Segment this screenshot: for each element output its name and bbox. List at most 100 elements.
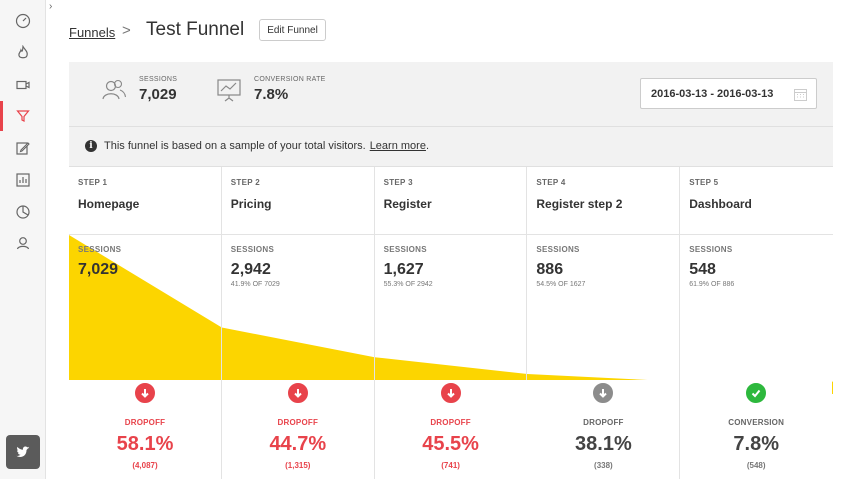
twitter-button[interactable] (6, 435, 40, 469)
step-header[interactable]: STEP 2 Pricing (221, 167, 374, 235)
sessions-count: 2,942 (230, 261, 271, 278)
dropoff-badge[interactable] (285, 381, 310, 405)
sessions-label: SESSIONS (536, 245, 580, 254)
step-name: Dashboard (689, 197, 752, 211)
sample-notice: i This funnel is based on a sample of yo… (85, 140, 429, 152)
arrow-down-icon (294, 389, 302, 398)
dropoff-value: 44.7% (269, 433, 327, 455)
funnel-step-column: STEP 2 Pricing SESSIONS 2,942 41.9% OF 7029 D… (221, 167, 375, 479)
date-range-picker[interactable]: 2016-03-13 - 2016-03-13 (640, 78, 817, 109)
sessions-percent: 41.9% OF 7029 (230, 281, 280, 288)
collapse-chevron-icon[interactable]: › (49, 1, 53, 12)
dropoff-value: 45.5% (422, 433, 479, 455)
date-range-value: 2016-03-13 - 2016-03-13 (651, 87, 774, 100)
step-number: STEP 2 (230, 178, 261, 187)
step-name: Register (383, 197, 432, 211)
sessions-value: 7,029 (139, 86, 177, 103)
sessions-percent: 54.5% OF 1627 (536, 281, 586, 288)
funnel-steps: STEP 1 Homepage SESSIONS 7,029 DROPOFF 58.1% (… (69, 166, 833, 479)
breadcrumb-separator-icon: > (122, 22, 131, 39)
step-name: Homepage (78, 197, 140, 211)
dashboard-icon[interactable] (0, 8, 46, 34)
check-icon (751, 389, 761, 398)
funnel-step-column: STEP 1 Homepage SESSIONS 7,029 DROPOFF 58.1% (… (69, 167, 222, 479)
dropoff-badge[interactable] (591, 381, 616, 405)
sessions-stat: SESSIONS 7,029 (101, 76, 177, 103)
dropoff-value: 7.8% (733, 433, 779, 455)
users-person-icon[interactable] (0, 230, 46, 256)
sessions-count: 886 (536, 261, 564, 278)
arrow-down-icon (141, 389, 149, 398)
sidebar (0, 0, 46, 479)
step-number: STEP 4 (536, 178, 566, 187)
arrow-down-icon (446, 389, 455, 398)
sessions-percent: 55.3% OF 2942 (383, 281, 433, 288)
heatmap-flame-icon[interactable] (0, 40, 46, 66)
step-header[interactable]: STEP 1 Homepage (69, 167, 221, 235)
step-number: STEP 1 (78, 178, 108, 187)
dropoff-count: (548) (746, 461, 766, 470)
calendar-icon (794, 89, 807, 101)
step-name: Register step 2 (536, 197, 623, 211)
dropoff-label: DROPOFF (583, 418, 624, 427)
notice-tail: . (425, 140, 430, 152)
twitter-icon (16, 446, 30, 458)
forms-edit-icon[interactable] (0, 135, 46, 161)
conversion-rate-value: 7.8% (254, 86, 289, 103)
dropoff-badge[interactable] (438, 381, 463, 405)
funnels-filter-icon[interactable] (0, 101, 46, 131)
sessions-count: 7,029 (78, 261, 119, 278)
dropoff-count: (4,087) (132, 461, 158, 470)
divider (69, 126, 833, 127)
users-icon (102, 79, 127, 99)
sessions-label: SESSIONS (139, 76, 178, 83)
dropoff-label: DROPOFF (430, 418, 471, 427)
funnel-area-shape (69, 235, 833, 394)
conversion-rate-label: CONVERSION RATE (254, 76, 326, 83)
arrow-down-icon (599, 389, 608, 398)
dropoff-count: (741) (441, 461, 460, 470)
conversion-stat: CONVERSION RATE 7.8% (216, 76, 326, 103)
dropoff-label: DROPOFF (124, 418, 166, 427)
recordings-camera-icon[interactable] (0, 72, 46, 98)
analytics-chart-icon[interactable] (0, 167, 46, 193)
info-icon: i (85, 140, 97, 152)
breadcrumb-funnels-link[interactable]: Funnels (69, 25, 116, 40)
funnel-step-column: STEP 4 Register step 2 SESSIONS 886 54.5% OF… (527, 167, 681, 479)
dropoff-label: DROPOFF (277, 418, 319, 427)
polls-pie-icon[interactable] (0, 199, 46, 225)
step-sessions: SESSIONS 2,942 41.9% OF 7029 (231, 245, 280, 288)
step-sessions: SESSIONS 548 61.9% OF 886 (689, 245, 734, 288)
funnel-step-column: STEP 5 Dashboard SESSIONS 548 61.9% OF 886 CO… (680, 167, 833, 479)
step-header[interactable]: STEP 5 Dashboard (680, 167, 833, 235)
conversion-badge[interactable] (744, 381, 769, 405)
dropoff-badge[interactable] (133, 381, 157, 405)
funnel-step-column: STEP 3 Register SESSIONS 1,627 55.3% OF 2942… (374, 167, 528, 479)
step-header[interactable]: STEP 4 Register step 2 (527, 167, 680, 235)
edit-funnel-button[interactable]: Edit Funnel (259, 19, 326, 41)
presentation-chart-icon (217, 78, 241, 101)
sessions-count: 1,627 (383, 261, 424, 278)
dropoff-count: (1,315) (285, 461, 311, 470)
sessions-label: SESSIONS (230, 245, 275, 254)
step-number: STEP 5 (689, 178, 719, 187)
step-sessions: SESSIONS 7,029 (78, 245, 121, 281)
sessions-percent: 61.9% OF 886 (689, 281, 735, 288)
step-number: STEP 3 (383, 178, 413, 187)
sessions-label: SESSIONS (689, 245, 733, 254)
step-sessions: SESSIONS 1,627 55.3% OF 2942 (384, 245, 433, 288)
page-title: Test Funnel (146, 19, 245, 40)
funnel-area-chart (69, 235, 833, 394)
dropoff-value: 58.1% (116, 433, 174, 455)
step-name: Pricing (230, 197, 272, 211)
dropoff-label: CONVERSION (728, 418, 785, 427)
notice-text: This funnel is based on a sample of your… (104, 140, 366, 152)
sessions-label: SESSIONS (78, 245, 122, 254)
dropoff-value: 38.1% (575, 433, 632, 455)
dropoff-cell: DROPOFF 58.1% (4,087) (69, 380, 221, 479)
sessions-count: 548 (689, 261, 716, 278)
learn-more-link[interactable]: Learn more (369, 140, 426, 152)
step-sessions: SESSIONS 886 54.5% OF 1627 (536, 245, 585, 288)
step-header[interactable]: STEP 3 Register (374, 167, 527, 235)
sessions-label: SESSIONS (383, 245, 427, 254)
